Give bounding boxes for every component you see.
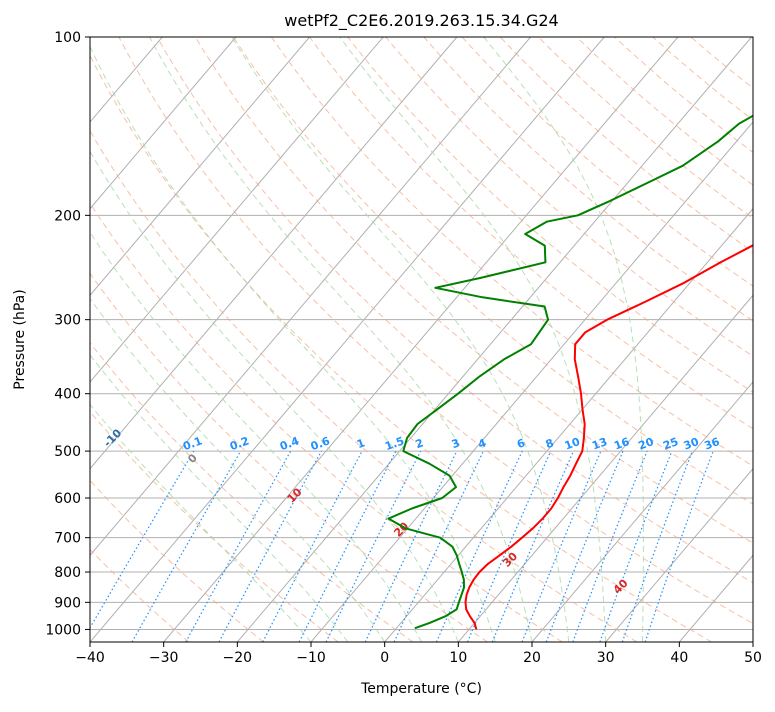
x-tick-label: −10	[296, 650, 326, 666]
x-tick-label: 10	[449, 650, 467, 666]
y-tick-label: 200	[54, 208, 81, 224]
x-axis-label: Temperature (°C)	[360, 681, 482, 697]
x-tick-label: −30	[149, 650, 179, 666]
x-tick-label: 40	[670, 650, 688, 666]
y-tick-label: 100	[54, 30, 81, 46]
y-tick-label: 600	[54, 491, 81, 507]
y-tick-label: 900	[54, 595, 81, 611]
x-tick-label: 50	[744, 650, 762, 666]
chart-title: wetPf2_C2E6.2019.263.15.34.G24	[284, 11, 558, 31]
x-tick-label: 30	[597, 650, 615, 666]
y-tick-label: 400	[54, 387, 81, 403]
y-tick-label: 700	[54, 531, 81, 547]
y-tick-label: 500	[54, 444, 81, 460]
y-axis-label: Pressure (hPa)	[12, 289, 28, 389]
y-tick-label: 1000	[45, 622, 81, 638]
x-tick-label: 20	[523, 650, 541, 666]
y-tick-label: 800	[54, 565, 81, 581]
x-tick-label: 0	[380, 650, 389, 666]
x-tick-label: −20	[223, 650, 253, 666]
x-tick-label: −40	[75, 650, 105, 666]
y-tick-label: 300	[54, 313, 81, 329]
